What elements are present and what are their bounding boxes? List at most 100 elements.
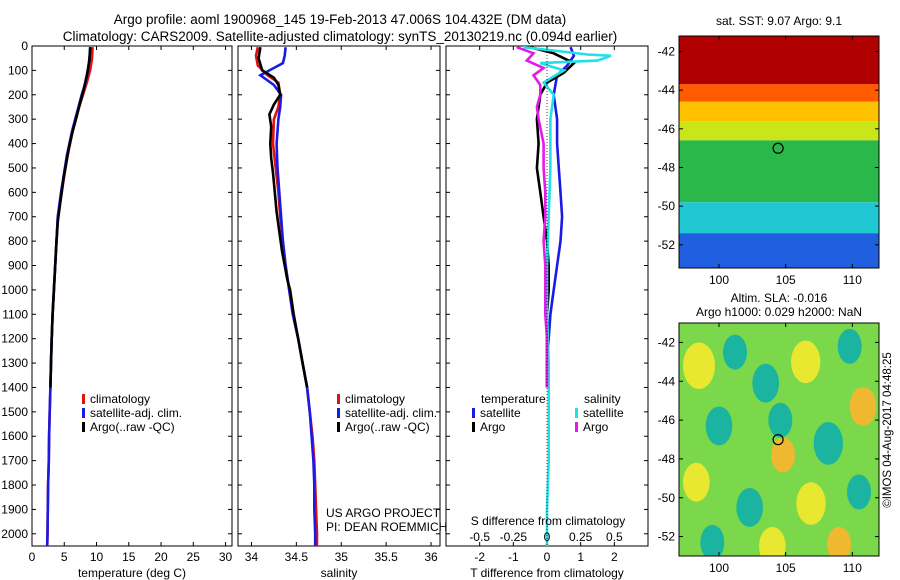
temperature-legend-item-label: satellite-adj. clim. [90,406,182,420]
top-tick-label: 0 [544,530,551,544]
map-title-line: Altim. SLA: -0.016 [731,291,828,305]
map-frame [678,35,880,269]
sla-anomaly-patch [683,462,710,502]
diff-legend-item-label: satellite [480,406,521,420]
y-tick-label: 1500 [1,405,28,419]
y-tick-label: 1100 [2,307,28,321]
argo-position-marker [772,434,784,446]
diff-legend-item-swatch [472,408,475,418]
salinity-legend-item-label: satellite-adj. clim. [345,406,437,420]
lat-tick-label: -44 [658,83,676,97]
sst-color-band [679,140,879,203]
y-tick-label: 500 [8,161,28,175]
copyright-timestamp: ©IMOS 04-Aug-2017 04:48:25 [882,352,894,508]
lon-tick-label: 110 [843,273,862,287]
sla-anomaly-patch [683,342,715,390]
y-tick-label: 1000 [1,283,28,297]
x-tick-label: 30 [219,550,233,564]
lat-tick-label: -52 [658,238,676,252]
y-tick-label: 700 [8,210,28,224]
salinity-legend-item-label: Argo(..raw -QC) [345,420,430,434]
sla-anomaly-patch [736,488,764,527]
lat-tick-label: -46 [658,122,676,136]
lon-tick-label: 110 [843,561,862,575]
lat-tick-label: -44 [658,374,676,388]
sst-color-band [679,202,879,234]
salinity-legend-item-swatch [337,394,340,404]
y-tick-label: 1400 [1,380,28,394]
y-tick-label: 0 [21,39,28,53]
map-title-line: sat. SST: 9.07 Argo: 9.1 [716,14,842,28]
project-annotation: US ARGO PROJECT [326,506,441,520]
difference-profile-panel: -2 -1 0 1 2 T difference from climatology S di… [445,45,649,580]
x-tick-label: 0 [544,550,551,564]
lat-tick-label: -46 [658,413,676,427]
x-tick-label: -1 [508,550,519,564]
lat-tick-label: -50 [658,491,676,505]
sla-anomaly-patch [705,406,733,446]
map-body [679,36,879,268]
salinity-legend-item-swatch [337,408,340,418]
sst-color-band [679,36,879,85]
series-line-salinity-argo [516,46,549,388]
x-tick-label: 2 [611,550,618,564]
plot-frame [31,45,233,547]
top-tick-label: -0.25 [500,530,528,544]
sst-color-band [679,233,879,268]
sst-map-panel: -42 -44 -46 -48 -50 -52 100 105 110 sat. SST: 9.0… [658,14,880,287]
x-axis-label: temperature (deg C) [78,566,186,580]
figure-title-line-1: Argo profile: aoml 1900968_145 19-Feb-20… [113,12,567,27]
y-tick-label: 1300 [1,356,28,370]
lat-tick-label: -50 [658,199,676,213]
x-tick-label: 34 [245,550,259,564]
y-tick-label: 2000 [1,527,28,541]
sla-map-panel: -42 -44 -46 -48 -50 -52 100 105 110 Altim. SLA: -… [658,291,880,575]
y-tick-label: 200 [8,88,28,102]
legend-header-temperature: temperature [481,392,546,406]
x-tick-label: 35.5 [374,550,398,564]
lat-tick-label: -52 [658,530,676,544]
salinity-profile-panel: 34 34.5 35 35.5 36 salinity climatologysatelli… [237,45,447,580]
series-line-argo-raw-qc- [257,46,309,388]
sla-anomaly-patch [796,482,826,525]
top-axis-label: S difference from climatology [471,514,626,528]
y-tick-label: 1800 [1,478,28,492]
sla-anomaly-patch [847,474,871,510]
lon-tick-label: 100 [709,273,729,287]
x-tick-label: 15 [122,550,136,564]
x-tick-label: 36 [424,550,438,564]
top-tick-label: -0.5 [469,530,490,544]
top-tick-label: 0.25 [569,530,593,544]
figure-title-line-2: Climatology: CARS2009. Satellite-adjuste… [62,29,618,44]
map-body [679,323,879,556]
diff-legend-item-label: Argo [583,420,609,434]
x-tick-label: 5 [61,550,68,564]
salinity-legend-item-label: climatology [345,392,405,406]
y-tick-label: 400 [8,137,28,151]
lat-tick-label: -42 [658,44,676,58]
sla-anomaly-patch [700,524,725,556]
series-line-salinity-satellite [523,46,612,546]
temperature-legend-item-swatch [82,394,85,404]
sla-anomaly-patch [827,526,851,556]
diff-legend-item-label: Argo [480,420,506,434]
sla-anomaly-patch [791,340,821,384]
temperature-legend-item-swatch [82,408,85,418]
sla-anomaly-patch [723,334,747,370]
x-tick-label: 34.5 [285,550,309,564]
diff-legend-item-swatch [575,422,578,432]
sla-anomaly-patch [813,422,843,465]
x-tick-label: 10 [90,550,104,564]
sla-anomaly-patch [837,328,862,364]
lon-tick-label: 100 [709,561,729,575]
temperature-profile-panel: 0100200300400500600700800900100011001200… [1,39,232,580]
x-tick-label: 0 [29,550,36,564]
lat-tick-label: -42 [658,335,676,349]
sla-anomaly-patch [768,402,793,438]
legend-header-salinity: salinity [584,392,621,406]
y-tick-label: 600 [8,185,28,199]
sla-anomaly-patch [771,437,795,473]
x-tick-label: 1 [577,550,584,564]
pi-annotation: PI: DEAN ROEMMICH [326,520,447,534]
